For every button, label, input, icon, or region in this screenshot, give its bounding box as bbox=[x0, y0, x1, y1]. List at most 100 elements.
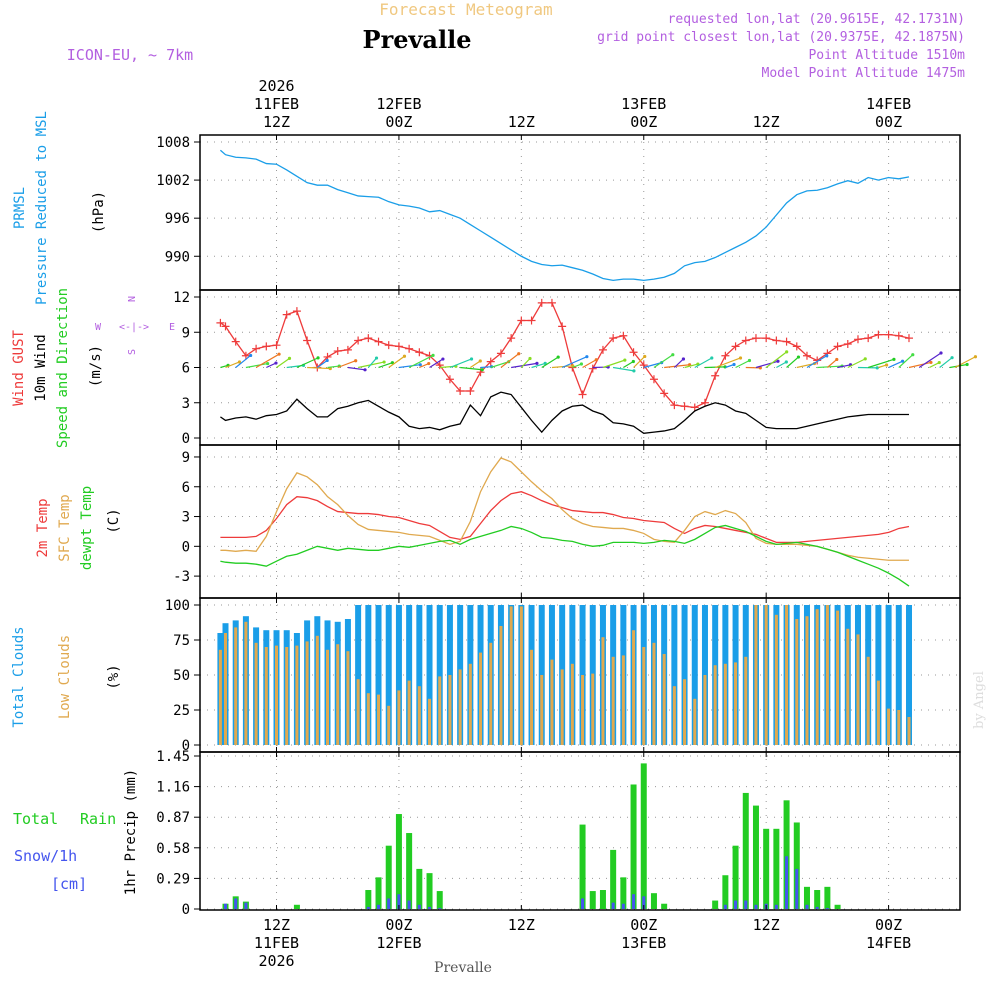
bar-secondary bbox=[601, 637, 605, 745]
gust-marker bbox=[690, 403, 699, 412]
wind-arrow-head bbox=[796, 355, 801, 359]
bar-primary bbox=[661, 903, 668, 909]
bar-primary bbox=[763, 828, 770, 909]
bar-primary bbox=[365, 890, 372, 909]
bar-secondary bbox=[468, 663, 472, 745]
wind-arrow bbox=[765, 351, 788, 368]
gust-marker bbox=[741, 336, 750, 345]
wind-arrow bbox=[408, 354, 434, 369]
wind-arrow-head bbox=[784, 360, 788, 364]
bar-primary bbox=[630, 784, 637, 909]
wind-arrow bbox=[296, 357, 319, 369]
bar-secondary bbox=[275, 645, 279, 745]
y-tick-label: 0.29 bbox=[156, 871, 190, 887]
bar-secondary bbox=[377, 904, 381, 909]
wind-arrow bbox=[643, 362, 662, 369]
precip-legend-snow: Snow/1h bbox=[14, 847, 77, 865]
wind-arrow-head bbox=[469, 357, 474, 361]
panel-frame bbox=[199, 751, 961, 911]
wind-arrow bbox=[531, 362, 546, 369]
bar-secondary bbox=[397, 894, 401, 909]
title-top: Forecast Meteogram bbox=[379, 0, 552, 19]
y-tick-label: 3 bbox=[182, 510, 190, 526]
bar-secondary bbox=[387, 898, 391, 909]
bar-secondary bbox=[509, 606, 513, 745]
gust-marker bbox=[364, 334, 373, 343]
bottom-tick-label: 12Z bbox=[263, 916, 290, 934]
bar-primary bbox=[793, 822, 800, 909]
wind-arrow-head bbox=[249, 353, 253, 358]
y-tick-label: 9 bbox=[182, 325, 190, 341]
wind-arrow-head bbox=[710, 356, 714, 360]
bar-secondary bbox=[346, 651, 350, 745]
gust-marker bbox=[486, 357, 495, 366]
gust-marker bbox=[751, 334, 760, 343]
bar-primary bbox=[671, 605, 678, 745]
bar-primary bbox=[385, 845, 392, 909]
y-tick-label: 990 bbox=[165, 249, 190, 265]
bar-primary bbox=[426, 605, 433, 745]
gust-marker bbox=[700, 398, 709, 407]
credit: by Angel bbox=[972, 671, 987, 729]
bar-secondary bbox=[744, 900, 748, 909]
bar-secondary bbox=[479, 652, 483, 745]
wind-arrow-head bbox=[785, 350, 789, 354]
bar-secondary bbox=[366, 693, 370, 745]
bar-primary bbox=[691, 605, 698, 745]
wind-arrow-head bbox=[478, 359, 482, 363]
gust-marker bbox=[639, 361, 648, 370]
gust-marker bbox=[262, 342, 271, 351]
wind-arrow-head bbox=[277, 352, 281, 356]
gust-marker bbox=[282, 310, 291, 319]
wind-legend-10m: 10m Wind bbox=[33, 334, 49, 401]
bar-secondary bbox=[611, 902, 615, 909]
gust-marker bbox=[374, 337, 383, 346]
wind-arrow bbox=[806, 355, 828, 369]
bar-secondary bbox=[815, 609, 819, 745]
wind-arrow-head bbox=[402, 354, 407, 358]
wind-arrow-head bbox=[441, 357, 445, 361]
wind-arrow bbox=[694, 357, 713, 369]
bar-primary bbox=[355, 605, 362, 745]
wind-arrow bbox=[500, 353, 520, 368]
bar-secondary bbox=[458, 669, 462, 745]
gust-marker bbox=[221, 322, 230, 331]
top-tick-label: 00Z bbox=[385, 113, 412, 131]
wind-arrow-head bbox=[579, 362, 584, 366]
wind-arrow bbox=[266, 362, 277, 369]
wind-arrow bbox=[735, 359, 750, 369]
precip-legend-cm: [cm] bbox=[51, 875, 87, 893]
gust-marker bbox=[660, 389, 669, 398]
wind-arrow bbox=[449, 358, 472, 369]
cloud-legend-low: Low Clouds bbox=[57, 635, 73, 719]
bar-secondary bbox=[866, 656, 870, 745]
wind-arrow-head bbox=[732, 362, 736, 367]
wind-arrow bbox=[307, 366, 331, 370]
bar-primary bbox=[681, 605, 688, 745]
y-tick-label: 1008 bbox=[156, 135, 190, 151]
wind-arrow bbox=[276, 357, 290, 368]
bar-secondary bbox=[723, 904, 727, 909]
wind-arrow-head bbox=[363, 368, 367, 372]
gust-marker bbox=[558, 322, 567, 331]
top-tick-label: 12Z bbox=[263, 113, 290, 131]
top-tick-label: 13FEB bbox=[621, 95, 666, 113]
bar-secondary bbox=[377, 694, 381, 745]
wind-arrow bbox=[868, 358, 895, 369]
wind-arrow bbox=[776, 361, 787, 369]
wind-arrow bbox=[337, 360, 356, 369]
wind-arrow bbox=[837, 364, 851, 369]
bar-secondary bbox=[428, 906, 432, 909]
bar-secondary bbox=[438, 676, 442, 745]
gust-marker bbox=[833, 342, 842, 351]
wind-arrow-head bbox=[681, 357, 686, 361]
y-tick-label: 25 bbox=[173, 703, 190, 719]
bar-primary bbox=[885, 605, 892, 745]
wind-arrow-head bbox=[950, 356, 954, 360]
wind-arrow-head bbox=[556, 355, 560, 359]
gust-marker bbox=[537, 298, 546, 307]
y-tick-label: 3 bbox=[182, 396, 190, 412]
temp-legend-sfc: SFC Temp bbox=[57, 494, 73, 561]
wind-arrow bbox=[347, 366, 366, 371]
bar-secondary bbox=[326, 649, 330, 745]
